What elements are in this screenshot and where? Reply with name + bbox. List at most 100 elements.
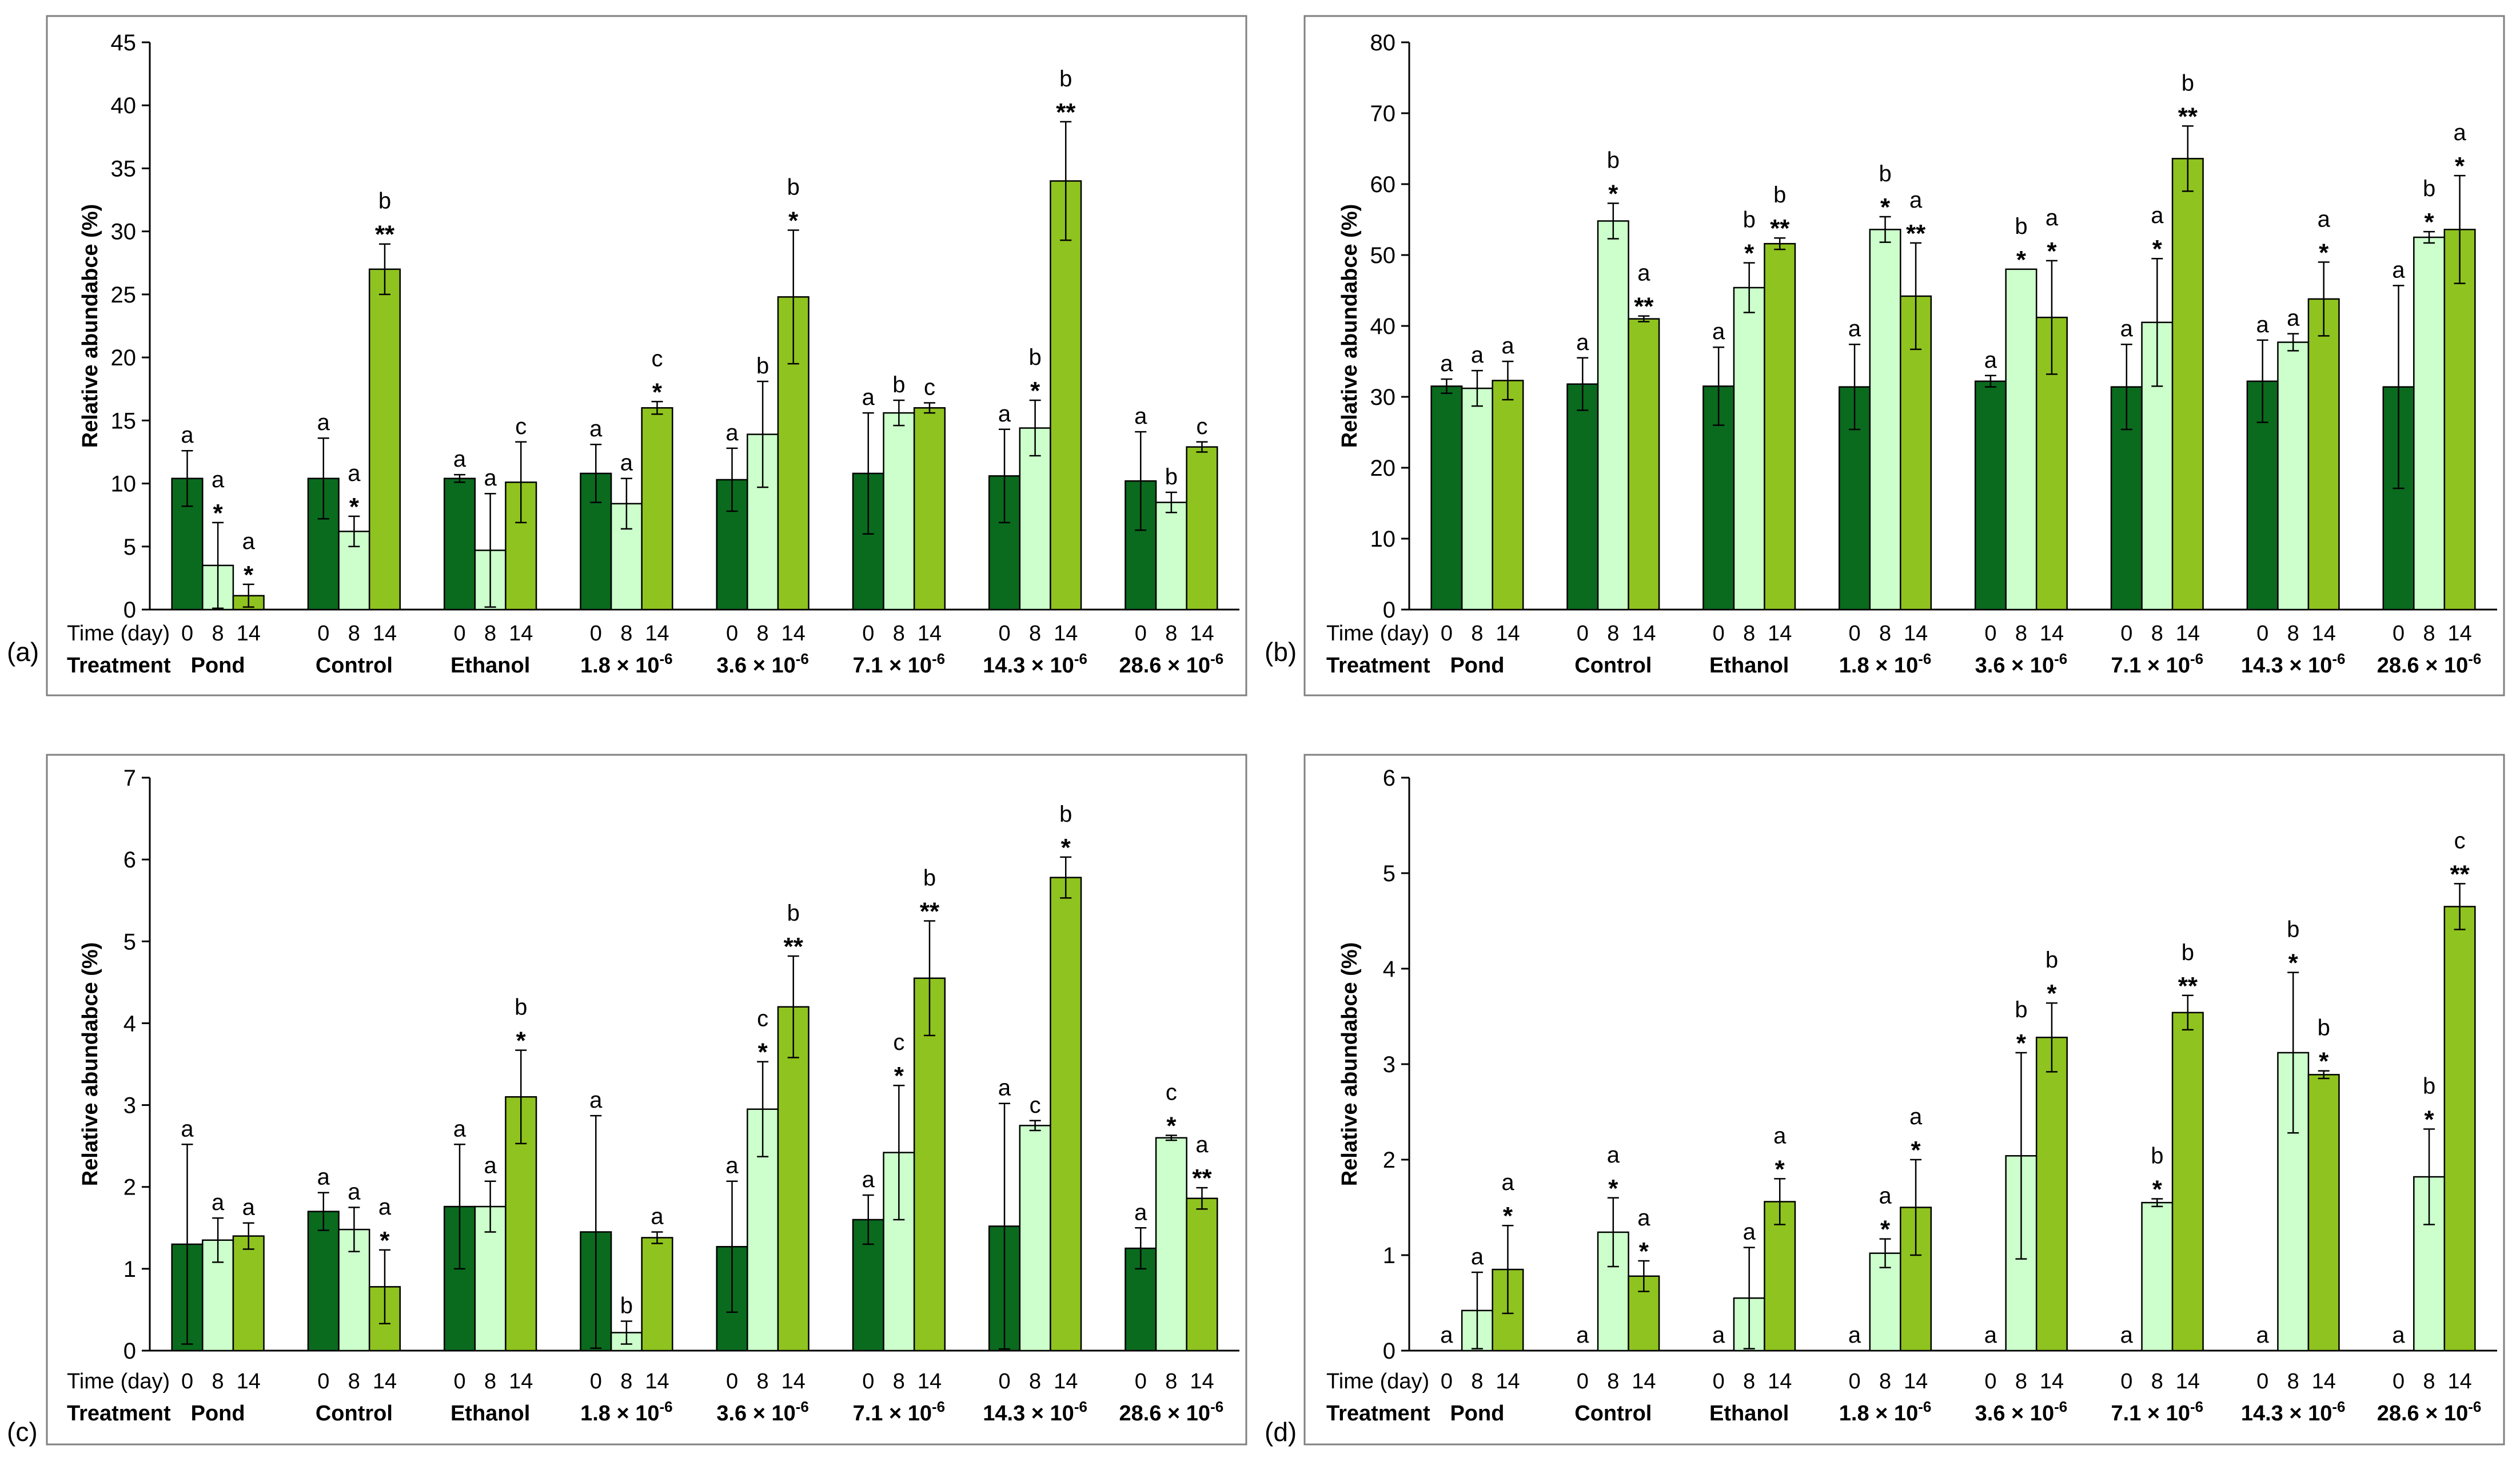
group-letter: a — [1134, 1200, 1147, 1225]
bar — [1186, 1197, 1218, 1352]
treatment-label: 1.8 × 10-6 — [1839, 650, 1932, 678]
treatment-exponent: -6 — [2468, 650, 2481, 667]
significance-stars: * — [788, 206, 799, 234]
time-label: 8 — [1607, 622, 1619, 646]
group-letter: a — [2151, 203, 2164, 228]
time-label: 8 — [1879, 622, 1891, 646]
time-label: 14 — [1054, 1370, 1078, 1394]
time-label: 8 — [212, 622, 224, 646]
group-letter: a — [2318, 206, 2331, 232]
time-label: 14 — [2312, 1370, 2336, 1394]
group-letter: a — [2256, 1323, 2270, 1348]
time-label: 8 — [2287, 622, 2299, 646]
significance-stars: ** — [1192, 1164, 1212, 1192]
time-label: 14 — [1632, 622, 1656, 646]
significance-stars: * — [2288, 949, 2299, 977]
bar — [913, 407, 946, 611]
group-letter: b — [787, 901, 800, 926]
significance-stars: * — [244, 561, 254, 589]
group-letter: c — [651, 346, 663, 371]
significance-stars: * — [1608, 180, 1618, 208]
group-letter: b — [756, 353, 769, 379]
group-letter: c — [1030, 1093, 1041, 1118]
time-label: 14 — [2176, 622, 2200, 646]
y-tick-label: 6 — [123, 847, 136, 873]
treatment-exponent: -6 — [796, 650, 809, 667]
time-label: 8 — [1743, 622, 1755, 646]
group-letter: a — [378, 1195, 392, 1220]
significance-stars: * — [349, 493, 360, 521]
group-letter: c — [924, 375, 935, 400]
y-tick-label: 0 — [123, 1339, 136, 1364]
time-label: 14 — [918, 1370, 942, 1394]
time-label: 14 — [2040, 622, 2064, 646]
treatment-label: Pond — [1450, 1402, 1504, 1426]
time-label: 0 — [1848, 622, 1860, 646]
group-letter: a — [212, 467, 225, 492]
y-axis-label: Relative abundabce (%) — [78, 942, 102, 1187]
time-label: 8 — [348, 622, 360, 646]
significance-stars: * — [2319, 238, 2329, 266]
bar — [1764, 242, 1796, 611]
treatment-exponent: -6 — [2054, 650, 2067, 667]
time-label: 0 — [453, 1370, 465, 1394]
time-label: 0 — [1135, 1370, 1147, 1394]
bar — [368, 268, 401, 611]
time-row-label: Time (day) — [1326, 1370, 1429, 1394]
time-label: 14 — [1190, 622, 1214, 646]
group-letter: a — [2045, 205, 2059, 230]
time-label: 8 — [2015, 622, 2027, 646]
group-letter: a — [862, 1167, 875, 1192]
bar — [777, 1006, 810, 1352]
group-letter: b — [1607, 148, 1620, 173]
group-letter: c — [893, 1030, 904, 1055]
group-letter: a — [348, 461, 361, 486]
time-label: 8 — [1879, 1370, 1891, 1394]
treatment-row-label: Treatment — [1326, 654, 1430, 678]
group-letter: c — [2454, 828, 2466, 853]
significance-stars: * — [1911, 1136, 1921, 1164]
time-label: 14 — [2447, 622, 2471, 646]
group-letter: a — [1848, 1323, 1861, 1348]
time-label: 8 — [1165, 1370, 1177, 1394]
time-label: 8 — [1165, 622, 1177, 646]
group-letter: b — [2287, 917, 2299, 942]
significance-stars: * — [2016, 1029, 2027, 1057]
treatment-exponent: -6 — [1918, 1398, 1931, 1415]
time-label: 14 — [1904, 1370, 1928, 1394]
group-letter: a — [181, 423, 194, 448]
treatment-label: Ethanol — [450, 1402, 530, 1426]
bar — [2413, 236, 2446, 611]
y-tick-label: 35 — [111, 156, 137, 181]
time-label: 0 — [1713, 622, 1725, 646]
y-tick-label: 6 — [1383, 766, 1395, 791]
treatment-label: 14.3 × 10-6 — [2241, 650, 2346, 678]
treatment-label: 28.6 × 10-6 — [2377, 650, 2482, 678]
bar — [1461, 387, 1493, 611]
y-tick-label: 4 — [1383, 957, 1395, 982]
treatment-label: 3.6 × 10-6 — [716, 1398, 809, 1426]
time-label: 8 — [893, 1370, 905, 1394]
group-letter: a — [1471, 1244, 1484, 1269]
group-letter: b — [2015, 997, 2027, 1022]
treatment-exponent: -6 — [1074, 650, 1087, 667]
time-label: 8 — [1743, 1370, 1755, 1394]
y-axis-label: Relative abundabce (%) — [1338, 942, 1362, 1187]
group-letter: b — [1059, 66, 1072, 91]
significance-stars: * — [1608, 1175, 1618, 1203]
y-tick-label: 0 — [123, 598, 136, 623]
y-tick-label: 5 — [123, 929, 136, 954]
significance-stars: * — [1744, 240, 1755, 268]
treatment-label: 28.6 × 10-6 — [1119, 650, 1224, 678]
bar — [2035, 1036, 2068, 1352]
time-label: 14 — [373, 622, 397, 646]
time-label: 8 — [2423, 622, 2435, 646]
treatment-label: Control — [316, 1402, 393, 1426]
time-label: 0 — [590, 622, 602, 646]
panel-b-frame — [1303, 15, 2505, 696]
group-letter: b — [1773, 182, 1786, 208]
group-letter: b — [2182, 70, 2194, 95]
bar — [1050, 180, 1082, 611]
time-label: 0 — [862, 622, 874, 646]
